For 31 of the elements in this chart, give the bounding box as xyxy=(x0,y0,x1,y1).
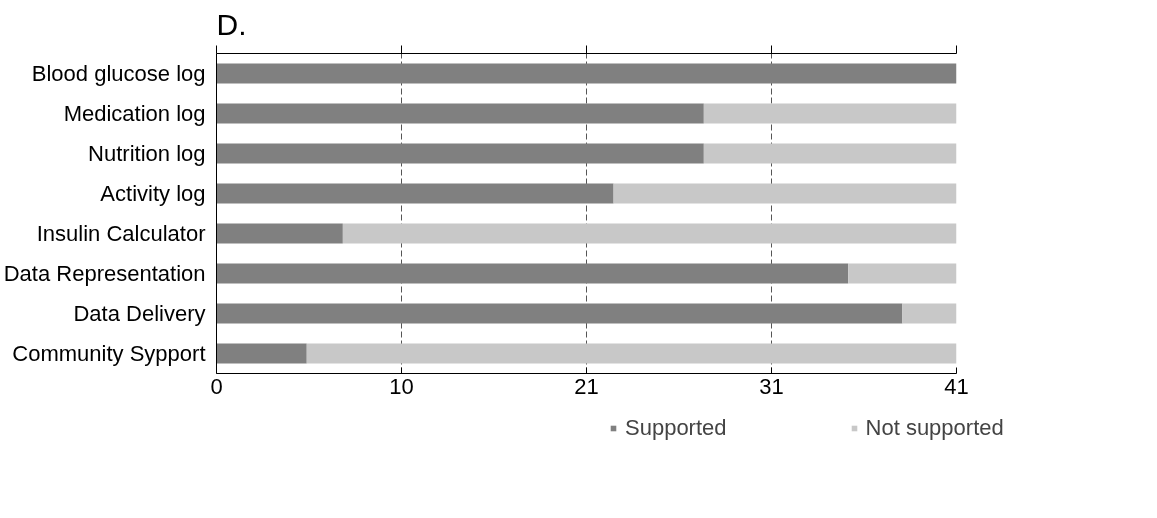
y-tick-label: Insulin Calculator xyxy=(36,221,206,246)
bar xyxy=(216,263,849,284)
bar xyxy=(306,343,957,364)
x-tick-label: 31 xyxy=(759,373,784,399)
bar xyxy=(342,223,957,244)
bar xyxy=(216,343,307,364)
legend-label: Supported xyxy=(625,415,727,441)
bar xyxy=(613,183,957,204)
bar xyxy=(216,103,704,124)
x-tick-label: 21 xyxy=(574,373,599,399)
bar xyxy=(216,183,614,204)
y-tick-label: Blood glucose log xyxy=(31,61,206,86)
chart-title: D. xyxy=(216,7,247,41)
y-tick-label: Nutrition log xyxy=(88,141,206,166)
bar xyxy=(703,103,957,124)
y-tick-label: Activity log xyxy=(100,181,206,206)
y-tick-label: Data Representation xyxy=(3,261,206,286)
bar xyxy=(216,303,903,324)
x-tick-label: 10 xyxy=(389,373,414,399)
bar xyxy=(902,303,957,324)
bar xyxy=(703,143,957,164)
x-tick-label: 0 xyxy=(210,373,223,399)
legend-label: Not supported xyxy=(865,415,1004,441)
y-tick-label: Data Delivery xyxy=(73,301,206,326)
bar xyxy=(216,223,343,244)
bar xyxy=(216,143,704,164)
x-tick-label: 41 xyxy=(944,373,969,399)
bar xyxy=(848,263,957,284)
y-tick-label: Community Sypport xyxy=(12,341,206,366)
y-tick-label: Medication log xyxy=(63,101,206,126)
bar xyxy=(216,63,957,84)
